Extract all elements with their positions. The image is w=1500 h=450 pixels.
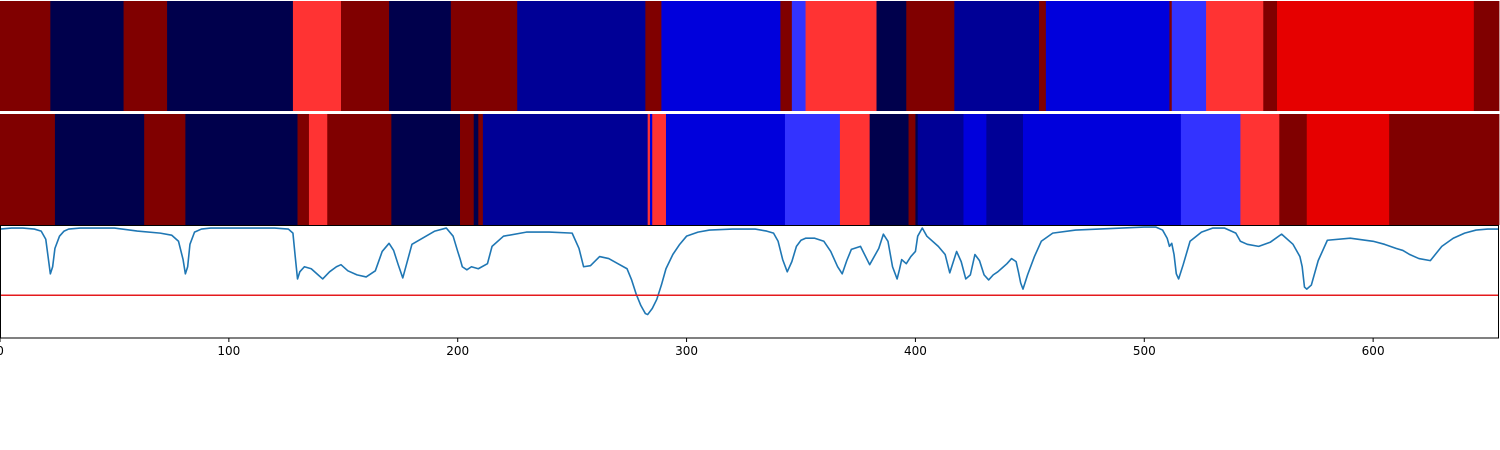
heatmap-1-segment-7 (450, 1, 518, 111)
heatmap-2-segment-4 (297, 114, 310, 225)
x-axis: 0 100 200 300 400 500 600 (0, 338, 1385, 358)
heatmap-2-segment-17 (839, 114, 871, 225)
heatmap-1-segment-16 (954, 1, 1040, 111)
heatmap-1-segment-15 (906, 1, 955, 111)
heatmap-1-segment-21 (1206, 1, 1264, 111)
heatmap-2-segment-10 (478, 114, 484, 225)
line-series-0 (0, 226, 1499, 316)
heatmap-track-1 (0, 1, 1500, 111)
heatmap-1-segment-19 (1169, 1, 1173, 111)
x-tick-label-400: 400 (904, 344, 927, 358)
heatmap-1-segment-23 (1277, 1, 1475, 111)
heatmap-1-segment-14 (876, 1, 907, 111)
heatmap-1-segment-10 (661, 1, 781, 111)
heatmap-2-segment-27 (1279, 114, 1308, 225)
heatmap-1-segment-17 (1039, 1, 1047, 111)
heatmap-1-segment-6 (389, 1, 452, 111)
x-tick-label-300: 300 (675, 344, 698, 358)
heatmap-2-segment-19 (908, 114, 916, 225)
heatmap-2-segment-12 (647, 114, 651, 225)
heatmap-1-segment-12 (791, 1, 806, 111)
heatmap-2-segment-25 (1180, 114, 1241, 225)
heatmap-2-segment-20 (915, 114, 919, 225)
heatmap-1-segment-13 (805, 1, 877, 111)
line-panel (0, 225, 1499, 339)
heatmap-2-segment-28 (1306, 114, 1390, 225)
x-tick-label-200: 200 (446, 344, 469, 358)
heatmap-1-segment-0 (0, 1, 51, 111)
heatmap-1-segment-1 (50, 1, 124, 111)
heatmap-2-segment-21 (917, 114, 964, 225)
heatmap-1-segment-2 (123, 1, 168, 111)
heatmap-2-segment-29 (1389, 114, 1500, 225)
line-panel-frame (0, 225, 1499, 339)
x-tick-label-500: 500 (1133, 344, 1156, 358)
heatmap-2-segment-6 (327, 114, 392, 225)
heatmap-2-segment-2 (144, 114, 186, 225)
heatmap-2-segment-14 (652, 114, 667, 225)
heatmap-1-segment-18 (1045, 1, 1170, 111)
heatmap-1-segment-20 (1171, 1, 1207, 111)
heatmap-1-segment-24 (1473, 1, 1500, 111)
heatmap-2-segment-26 (1240, 114, 1280, 225)
heatmap-2-segment-8 (460, 114, 475, 225)
heatmap-2-segment-15 (665, 114, 786, 225)
heatmap-2-segment-13 (649, 114, 653, 225)
heatmap-1-segment-9 (645, 1, 662, 111)
heatmap-2-segment-22 (963, 114, 987, 225)
heatmap-2-segment-16 (784, 114, 841, 225)
line-panel-background (0, 226, 1499, 338)
heatmap-2-segment-7 (391, 114, 461, 225)
heatmap-2-segment-1 (54, 114, 145, 225)
line-series-group (0, 226, 1499, 316)
heatmap-2-segment-5 (308, 114, 328, 225)
heatmap-1-segment-22 (1263, 1, 1278, 111)
x-tick-label-100: 100 (217, 344, 240, 358)
heatmap-2-segment-9 (473, 114, 479, 225)
heatmap-2-segment-3 (185, 114, 298, 225)
heatmap-1-segment-3 (167, 1, 294, 111)
heatmap-1-segment-11 (780, 1, 793, 111)
heatmap-2-segment-18 (869, 114, 909, 225)
heatmap-2-segment-11 (482, 114, 649, 225)
heatmap-2-segment-24 (1022, 114, 1182, 225)
heatmap-track-2 (0, 114, 1500, 225)
x-tick-label-600: 600 (1362, 344, 1385, 358)
x-tick-label-0: 0 (0, 344, 4, 358)
heatmap-1-segment-4 (292, 1, 342, 111)
heatmap-1-segment-5 (340, 1, 390, 111)
heatmap-2-segment-0 (0, 114, 56, 225)
heatmap-1-segment-8 (517, 1, 646, 111)
heatmap-2-segment-23 (986, 114, 1024, 225)
